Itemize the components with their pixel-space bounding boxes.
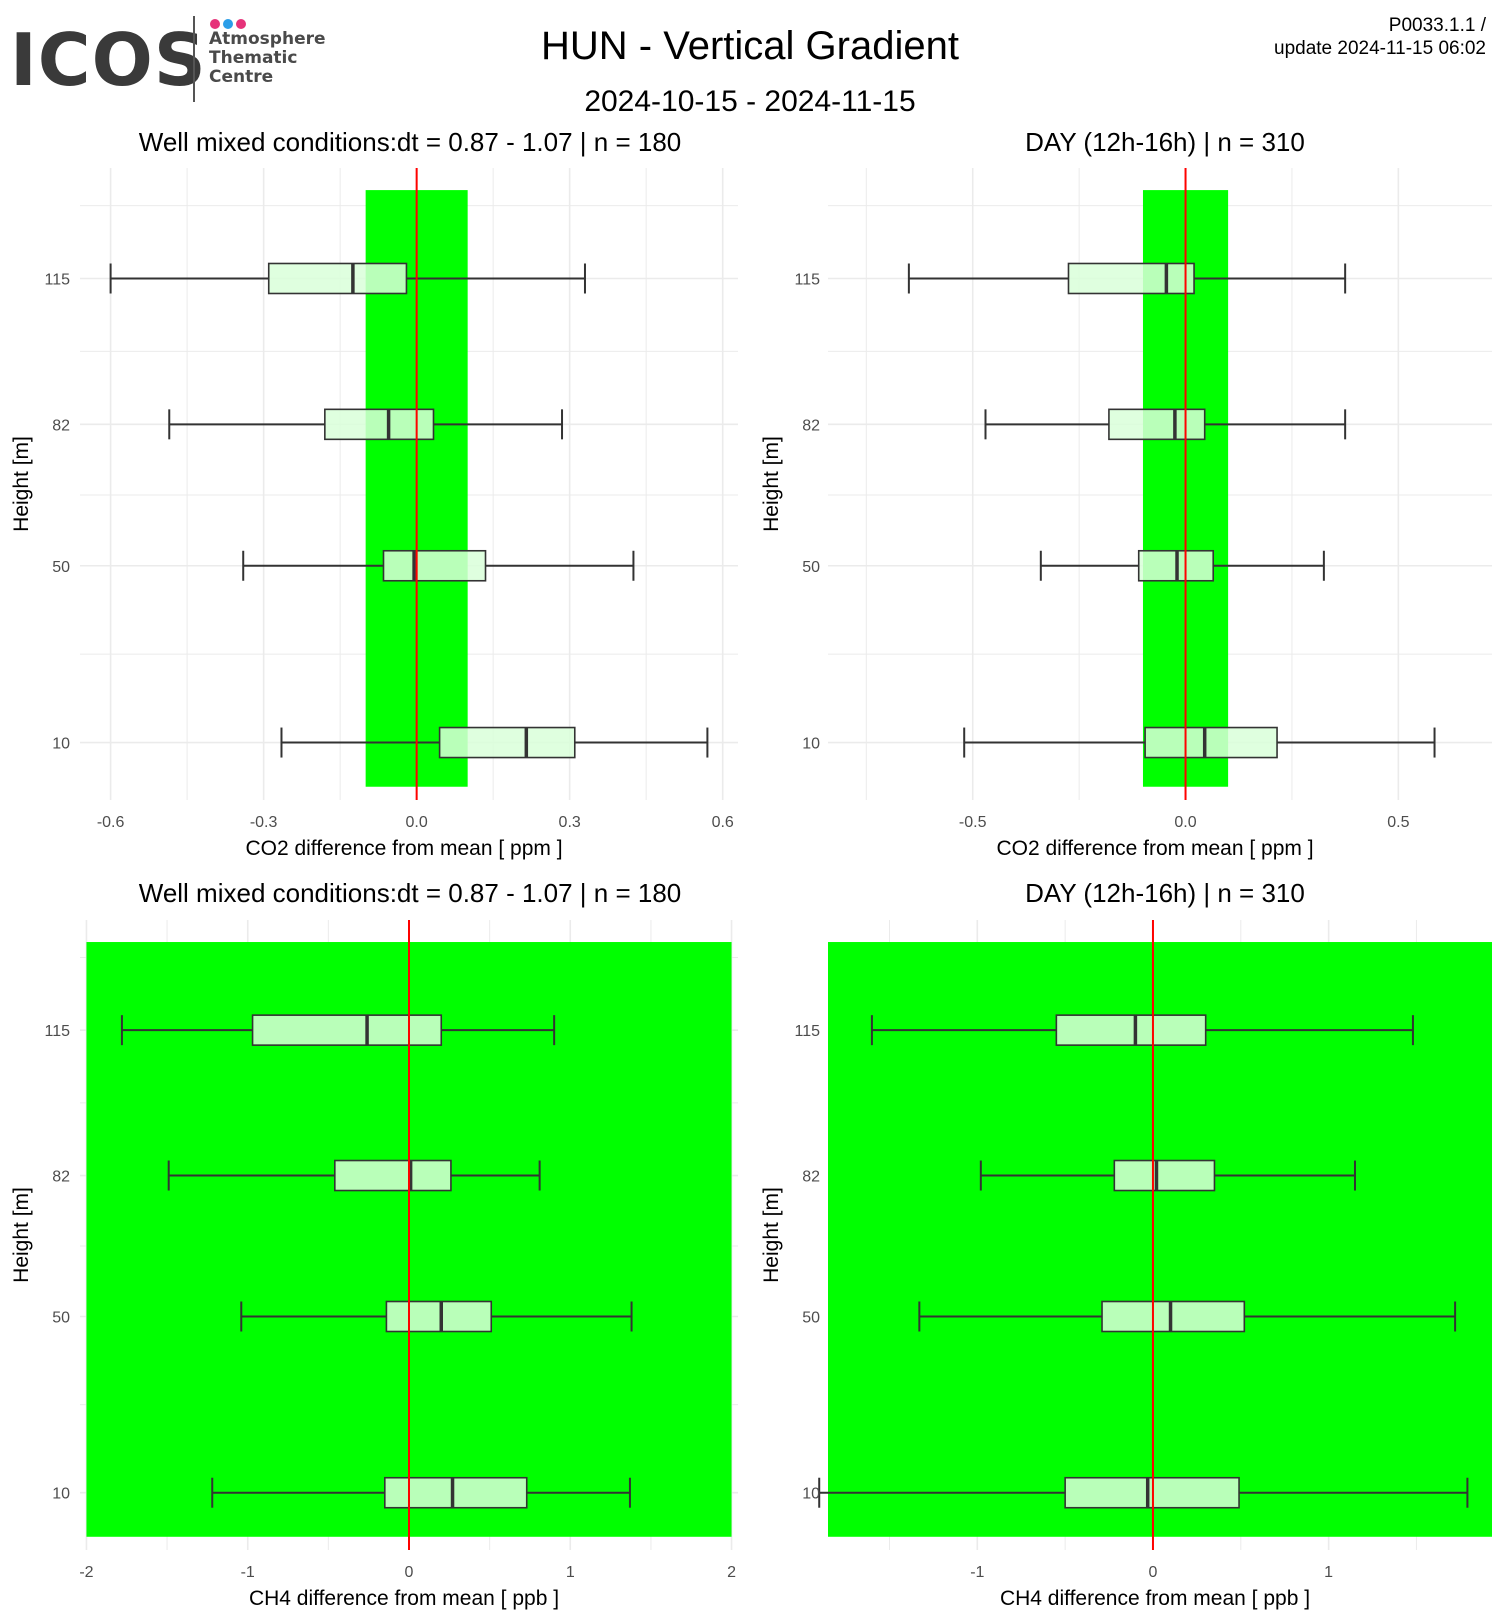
logo-line: Atmosphere	[209, 29, 326, 49]
x-tick-label: 1	[566, 1564, 575, 1581]
logo-dots-icon	[210, 16, 249, 34]
iqr-box	[267, 262, 408, 295]
y-tick-label: 10	[802, 736, 820, 753]
y-tick-label: 115	[44, 1023, 70, 1040]
logo-dot	[223, 19, 233, 29]
page-title: HUN - Vertical Gradient	[541, 24, 959, 68]
y-tick-label: 82	[52, 1169, 70, 1186]
update-timestamp: update 2024-11-15 06:02	[1274, 38, 1486, 59]
iqr-box	[1067, 262, 1195, 295]
logo-dot	[236, 19, 246, 29]
x-tick-label: -0.5	[959, 814, 987, 831]
x-axis-label: CO2 difference from mean [ ppm ]	[245, 837, 562, 860]
iqr-box	[1113, 1159, 1216, 1192]
logo-wordmark: ICOS	[10, 18, 207, 102]
panel-title: Well mixed conditions:dt = 0.87 - 1.07 |…	[139, 878, 681, 908]
x-tick-label: 0.5	[1387, 814, 1409, 831]
x-tick-label: 2	[727, 1564, 736, 1581]
y-tick-label: 50	[802, 1310, 820, 1327]
iqr-box	[438, 726, 576, 759]
x-tick-label: -1	[970, 1564, 984, 1581]
x-tick-label: -1	[241, 1564, 255, 1581]
x-tick-label: -0.3	[250, 814, 278, 831]
icos-logo: ICOS Atmosphere Thematic Centre	[10, 14, 340, 106]
y-tick-label: 10	[52, 1486, 70, 1503]
product-meta: P0033.1.1 / update 2024-11-15 06:02	[1274, 14, 1486, 60]
x-axis-label: CO2 difference from mean [ ppm ]	[996, 837, 1313, 860]
y-axis-label: Height [m]	[760, 1187, 783, 1283]
iqr-box	[334, 1159, 452, 1192]
period-subtitle: 2024-10-15 - 2024-11-15	[584, 85, 916, 118]
chart-panel: -2 -1 0 1 2 115 82 50 10 Well mixed conditions:dt…	[10, 878, 738, 1610]
y-tick-label: 115	[794, 271, 820, 288]
y-tick-label: 10	[802, 1486, 820, 1503]
logo-line: Centre	[209, 67, 274, 87]
y-tick-label: 115	[794, 1023, 820, 1040]
y-tick-label: 50	[52, 559, 70, 576]
iqr-box	[1144, 726, 1278, 759]
iqr-box	[1101, 1300, 1246, 1333]
product-id: P0033.1.1 /	[1388, 15, 1486, 36]
chart-panel: -0.5 0.0 0.5 115 82 50 10 DAY (12h-16h) | n = 3…	[760, 127, 1492, 860]
logo-dot	[210, 19, 220, 29]
y-axis-label: Height [m]	[10, 1187, 33, 1283]
y-tick-label: 82	[802, 417, 820, 434]
x-tick-label: 0	[405, 1564, 414, 1581]
x-tick-label: -2	[79, 1564, 93, 1581]
logo-separator	[193, 16, 195, 102]
panel-title: DAY (12h-16h) | n = 310	[1025, 127, 1305, 157]
iqr-box	[1055, 1014, 1207, 1046]
x-tick-label: 0.6	[712, 814, 734, 831]
x-tick-label: -0.6	[97, 814, 125, 831]
y-axis-label: Height [m]	[760, 436, 783, 532]
chart-panel: -1 0 1 115 82 50 10 DAY (12h-16h) | n = 310 CH4 …	[760, 878, 1492, 1610]
iqr-box	[382, 549, 487, 582]
x-tick-label: 0.0	[406, 814, 428, 831]
y-tick-label: 50	[802, 559, 820, 576]
iqr-box	[324, 408, 435, 441]
iqr-box	[1108, 408, 1206, 441]
y-tick-label: 50	[52, 1310, 70, 1327]
panel-title: Well mixed conditions:dt = 0.87 - 1.07 |…	[139, 127, 681, 157]
panel-title: DAY (12h-16h) | n = 310	[1025, 878, 1305, 908]
x-tick-label: 0.0	[1174, 814, 1196, 831]
y-tick-label: 10	[52, 736, 70, 753]
x-tick-label: 0.3	[559, 814, 581, 831]
x-tick-label: 1	[1324, 1564, 1333, 1581]
x-axis-label: CH4 difference from mean [ ppb ]	[1000, 1587, 1310, 1610]
chart-panel: -0.6 -0.3 0.0 0.3 0.6 115 82 50 10 Well mixed con…	[10, 127, 738, 860]
iqr-box	[384, 1476, 528, 1509]
iqr-box	[251, 1014, 443, 1046]
logo-text: Atmosphere Thematic Centre	[209, 30, 326, 87]
x-tick-label: 0	[1149, 1564, 1158, 1581]
y-tick-label: 115	[44, 271, 70, 288]
y-axis-label: Height [m]	[10, 436, 33, 532]
x-axis-label: CH4 difference from mean [ ppb ]	[249, 1587, 559, 1610]
iqr-box	[385, 1300, 493, 1333]
y-tick-label: 82	[802, 1169, 820, 1186]
y-tick-label: 82	[52, 417, 70, 434]
logo-line: Thematic	[209, 48, 298, 68]
